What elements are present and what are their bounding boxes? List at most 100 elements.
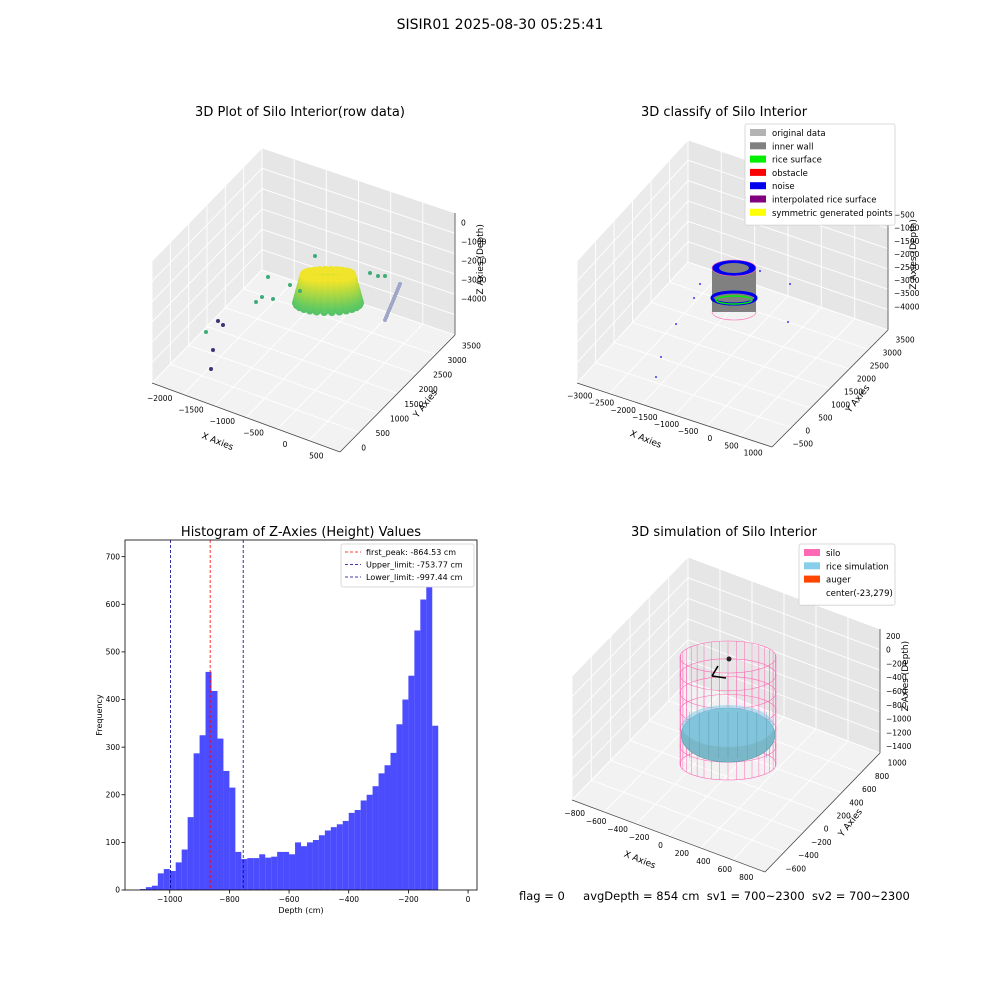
hist-bar xyxy=(396,724,403,890)
x-tick-label: 0 xyxy=(707,434,712,443)
z-tick-label: −400 xyxy=(886,673,907,682)
raw-point xyxy=(209,367,213,371)
hist-bar xyxy=(259,854,266,890)
flag-text: flag = 0 xyxy=(519,889,565,903)
y-tick-label: 400 xyxy=(849,798,864,807)
y-tick-label: 500 xyxy=(106,648,121,657)
legend-swatch-2 xyxy=(804,575,820,583)
x-axis-label: Depth (cm) xyxy=(278,906,323,915)
sv1-text: sv1 = 700~2300 xyxy=(706,889,805,903)
y-tick-label: 3500 xyxy=(462,341,481,350)
x-tick-label: 1000 xyxy=(744,448,763,457)
y-axis-label: Frequency xyxy=(95,694,104,736)
hist-bar xyxy=(175,862,182,890)
y-tick-label: −500 xyxy=(792,440,813,449)
y-tick-label: 0 xyxy=(115,886,120,895)
legend-label-0: original data xyxy=(772,129,826,139)
z-tick-label: −3500 xyxy=(894,289,920,298)
raw-point xyxy=(326,274,335,283)
hist-bar xyxy=(312,840,319,890)
raw-point xyxy=(368,271,372,275)
x-tick-label: −2000 xyxy=(147,394,173,403)
y-tick-label: 400 xyxy=(106,695,121,704)
hist-bar xyxy=(330,827,337,890)
gridline xyxy=(243,166,436,355)
raw-point xyxy=(347,269,356,278)
raw-point xyxy=(298,289,302,293)
z-axis-label: Z Axies (Depth) xyxy=(901,641,911,712)
x-tick-label: −500 xyxy=(243,428,264,437)
legend-swatch-3 xyxy=(750,168,766,176)
x-tick-label: 600 xyxy=(718,865,733,874)
hist-bar xyxy=(378,773,385,890)
hist-bar xyxy=(283,851,290,890)
plot-frame xyxy=(124,539,478,891)
raw-point xyxy=(315,266,324,275)
hist-bar xyxy=(151,885,158,890)
hist-bar xyxy=(247,858,254,890)
legend-swatch-1 xyxy=(750,142,766,150)
noise-point xyxy=(787,321,789,323)
x-tick-label: −800 xyxy=(219,895,240,904)
chart-title: Histogram of Z-Axies (Height) Values xyxy=(181,525,421,540)
y-axis-line xyxy=(764,752,881,873)
raw-point xyxy=(326,265,335,274)
rice-surface-ring xyxy=(715,295,753,305)
legend-label-2: Lower_limit: -997.44 cm xyxy=(366,573,463,582)
y-tick-label: −200 xyxy=(811,838,832,847)
raw-point xyxy=(383,274,387,278)
x-tick-label: 0 xyxy=(658,841,663,850)
inner-top xyxy=(719,263,749,273)
gridline xyxy=(261,148,456,336)
legend-swatch-0 xyxy=(804,549,820,556)
noise-point xyxy=(759,270,761,272)
x-tick-label: −800 xyxy=(564,809,585,818)
hist-bar xyxy=(271,856,278,890)
x-tick-label: −3000 xyxy=(567,392,593,401)
legend-swatch-5 xyxy=(750,195,766,203)
hist-bar xyxy=(223,770,230,890)
y-tick-label: 700 xyxy=(106,552,121,561)
hist-bar xyxy=(163,869,170,890)
z-tick-label: −1200 xyxy=(886,728,912,737)
y-tick-label: 500 xyxy=(818,414,833,423)
gridline xyxy=(669,160,869,350)
legend-label-2: rice surface xyxy=(772,156,822,166)
x-axis-label: X Axies xyxy=(200,431,235,453)
hist-bar xyxy=(139,889,146,890)
z-tick-label: −1000 xyxy=(461,238,487,247)
x-tick-label: −1000 xyxy=(210,417,236,426)
y-tick-label: 200 xyxy=(837,812,852,821)
raw-point xyxy=(313,254,317,258)
x-axis-label: X Axies xyxy=(628,429,663,451)
hist-bar xyxy=(229,787,236,890)
y-tick-label: 0 xyxy=(824,825,829,834)
z-tick-label: −600 xyxy=(886,687,907,696)
x-tick-label: −1500 xyxy=(632,413,658,422)
raw-point xyxy=(376,274,380,278)
raw-point xyxy=(266,275,270,279)
raw-point xyxy=(271,297,275,301)
y-tick-label: 200 xyxy=(106,790,121,799)
status-line: flag = 0 avgDepth = 854 cm sv1 = 700~230… xyxy=(519,889,910,903)
legend-label-6: symmetric generated points xyxy=(772,209,893,219)
legend-swatch-1 xyxy=(804,562,820,570)
x-tick-label: −1000 xyxy=(654,420,680,429)
y-tick-label: 2000 xyxy=(419,385,438,394)
raw-point xyxy=(288,283,292,287)
x-tick-label: −1000 xyxy=(157,895,183,904)
legend-label-4: noise xyxy=(772,182,795,192)
x-tick-label: 400 xyxy=(696,857,711,866)
hist-bar xyxy=(336,824,343,890)
legend-box xyxy=(798,543,896,606)
x-tick-label: 200 xyxy=(675,849,690,858)
z-tick-label: −2500 xyxy=(894,263,920,272)
z-axis-label: Z Axies (Depth) xyxy=(909,219,919,290)
y-tick-label: 0 xyxy=(805,427,810,436)
x-tick-label: 800 xyxy=(739,873,754,882)
z-tick-label: −1000 xyxy=(886,715,912,724)
gridline xyxy=(151,147,456,262)
hist-bar xyxy=(199,735,206,890)
z-tick-label: −800 xyxy=(886,701,907,710)
